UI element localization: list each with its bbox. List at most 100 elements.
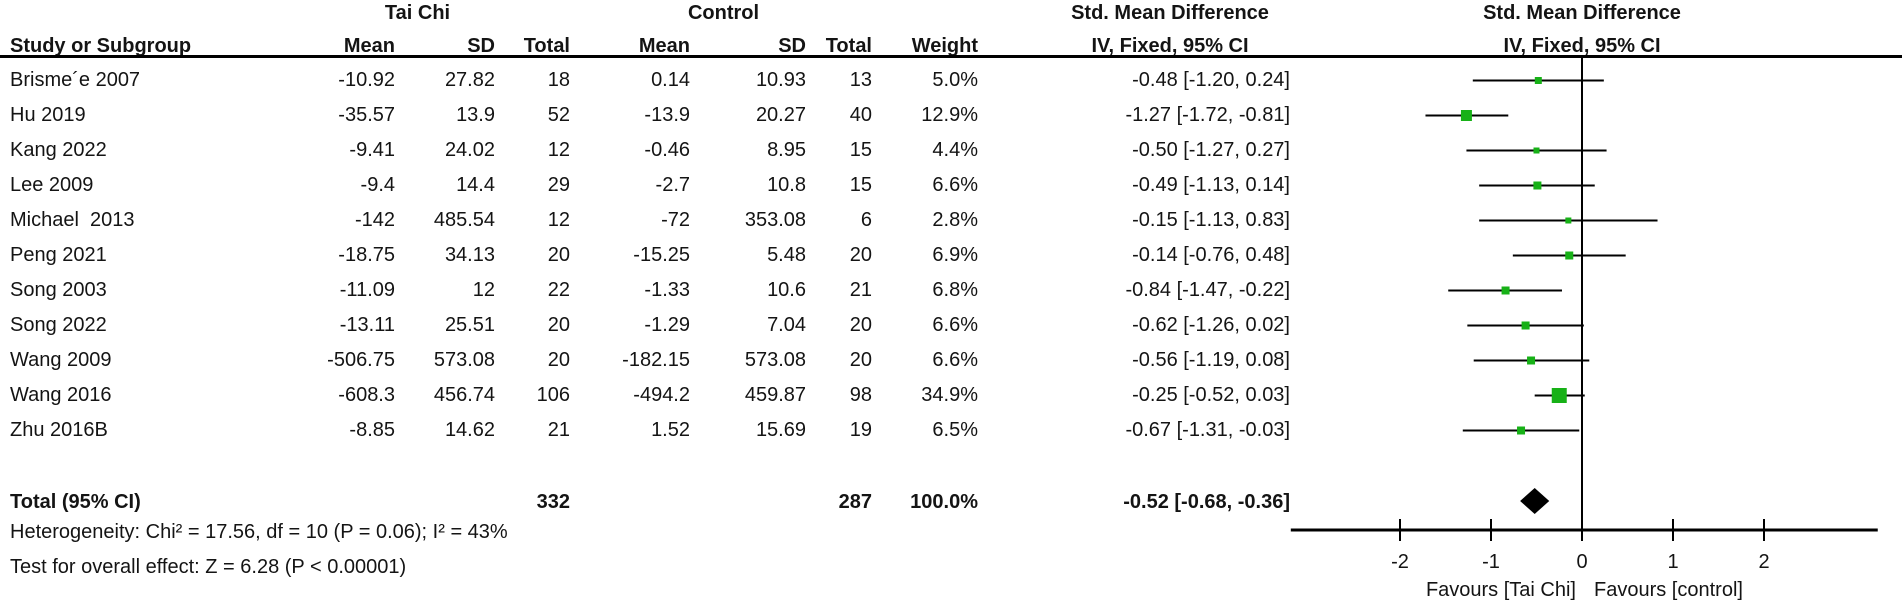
control-sd: 5.48 (767, 244, 806, 266)
total-taichi-n: 332 (536, 491, 570, 513)
taichi-mean: -608.3 (338, 384, 395, 406)
study-name: Kang 2022 (10, 139, 107, 161)
taichi-mean: -35.57 (338, 104, 395, 126)
study-row: Peng 2021 -18.75 34.13 20 -15.25 5.48 20 6.9% -0… (0, 238, 1300, 273)
effect-square (1533, 147, 1540, 154)
study-name: Hu 2019 (10, 104, 86, 126)
study-name: Zhu 2016B (10, 419, 108, 441)
control-total: 15 (849, 174, 872, 196)
effect-square (1517, 426, 1526, 435)
study-name: Wang 2016 (10, 384, 112, 406)
control-total: 98 (849, 384, 872, 406)
total-ci-text: -0.52 [-0.68, -0.36] (1123, 491, 1290, 513)
taichi-sd: 14.4 (456, 174, 495, 196)
control-sd: 20.27 (755, 104, 806, 126)
study-row: Kang 2022 -9.41 24.02 12 -0.46 8.95 15 4.4% -0.5… (0, 133, 1300, 168)
control-total: 20 (849, 349, 872, 371)
taichi-sd: 25.51 (444, 314, 495, 336)
weight: 12.9% (921, 104, 978, 126)
taichi-sd: 485.54 (433, 209, 495, 231)
control-mean: -13.9 (644, 104, 690, 126)
ci-text: -0.49 [-1.13, 0.14] (1132, 174, 1290, 196)
axis-tick-label: 2 (1758, 551, 1769, 573)
axis-tick-label: 0 (1576, 551, 1587, 573)
weight: 2.8% (932, 209, 978, 231)
study-row: Wang 2016 -608.3 456.74 106 -494.2 459.87 98 34… (0, 378, 1300, 413)
control-mean: -2.7 (655, 174, 690, 196)
study-name: Song 2003 (10, 279, 107, 301)
control-sd: 10.8 (767, 174, 806, 196)
control-total: 6 (860, 209, 872, 231)
control-mean: -1.33 (644, 279, 690, 301)
control-total: 19 (849, 419, 872, 441)
column-header-row: Study or Subgroup Mean SD Total Mean SD … (0, 29, 1902, 57)
control-sd: 10.6 (767, 279, 806, 301)
study-row: Song 2022 -13.11 25.51 20 -1.29 7.04 20 6.6% -0.… (0, 308, 1300, 343)
taichi-total: 12 (547, 209, 570, 231)
study-name: Michael 2013 (10, 209, 135, 231)
study-row: Zhu 2016B -8.85 14.62 21 1.52 15.69 19 6.5% -0.6… (0, 413, 1300, 448)
axis-tick-label: -1 (1482, 551, 1500, 573)
taichi-total: 21 (547, 419, 570, 441)
header-divider-rule (0, 55, 1902, 58)
taichi-total: 12 (547, 139, 570, 161)
taichi-total: 18 (547, 69, 570, 91)
weight: 4.4% (932, 139, 978, 161)
control-sd: 8.95 (767, 139, 806, 161)
taichi-mean: -8.85 (349, 419, 395, 441)
ci-text: -0.67 [-1.31, -0.03] (1125, 419, 1290, 441)
taichi-mean: -9.4 (360, 174, 395, 196)
plot-column-title: Std. Mean Difference (1483, 2, 1681, 24)
weight: 6.8% (932, 279, 978, 301)
control-mean: -0.46 (644, 139, 690, 161)
taichi-mean: -142 (354, 209, 395, 231)
ci-text: -0.56 [-1.19, 0.08] (1132, 349, 1290, 371)
study-name: Brisme´e 2007 (10, 69, 141, 91)
col-header-taichi-total: Total (523, 35, 570, 57)
col-header-taichi-sd: SD (467, 35, 495, 57)
control-mean: -72 (661, 209, 690, 231)
effect-column-title: Std. Mean Difference (1071, 2, 1269, 24)
summary-diamond (1520, 488, 1550, 514)
ci-text: -0.25 [-0.52, 0.03] (1132, 384, 1290, 406)
control-sd: 7.04 (767, 314, 806, 336)
ci-text: -0.62 [-1.26, 0.02] (1132, 314, 1290, 336)
weight: 34.9% (921, 384, 978, 406)
ci-text: -0.50 [-1.27, 0.27] (1132, 139, 1290, 161)
taichi-mean: -18.75 (338, 244, 395, 266)
effect-square (1527, 356, 1536, 365)
ci-text: -0.14 [-0.76, 0.48] (1132, 244, 1290, 266)
col-header-control-total: Total (825, 35, 872, 57)
effect-square (1565, 251, 1574, 260)
overall-effect-note: Test for overall effect: Z = 6.28 (P < 0… (10, 556, 407, 578)
study-name: Wang 2009 (10, 349, 112, 371)
ci-text: -0.48 [-1.20, 0.24] (1132, 69, 1290, 91)
study-row: Michael 2013 -142 485.54 12 -72 353.08 6 2.8% -0… (0, 203, 1300, 238)
control-total: 40 (849, 104, 872, 126)
effect-square (1501, 286, 1510, 295)
control-sd: 10.93 (755, 69, 806, 91)
taichi-sd: 27.82 (444, 69, 495, 91)
taichi-total: 22 (547, 279, 570, 301)
study-name: Song 2022 (10, 314, 107, 336)
ci-text: -1.27 [-1.72, -0.81] (1125, 104, 1290, 126)
axis-tick-label: -2 (1391, 551, 1409, 573)
total-control-n: 287 (838, 491, 872, 513)
study-row: Hu 2019 -35.57 13.9 52 -13.9 20.27 40 12.9% -1.2… (0, 98, 1300, 133)
weight: 6.9% (932, 244, 978, 266)
heterogeneity-note: Heterogeneity: Chi² = 17.56, df = 10 (P … (10, 521, 508, 543)
study-row: Brisme´e 2007 -10.92 27.82 18 0.14 10.93 13 5.0… (0, 63, 1300, 98)
control-mean: -182.15 (622, 349, 690, 371)
control-sd: 573.08 (744, 349, 806, 371)
study-row: Song 2003 -11.09 12 22 -1.33 10.6 21 6.8% -0.84 … (0, 273, 1300, 308)
taichi-sd: 573.08 (433, 349, 495, 371)
control-total: 15 (849, 139, 872, 161)
taichi-sd: 34.13 (444, 244, 495, 266)
effect-square (1521, 321, 1530, 330)
taichi-mean: -506.75 (327, 349, 395, 371)
control-mean: -15.25 (633, 244, 690, 266)
taichi-total: 29 (547, 174, 570, 196)
control-total: 20 (849, 244, 872, 266)
effect-square (1460, 110, 1472, 121)
taichi-mean: -10.92 (338, 69, 395, 91)
